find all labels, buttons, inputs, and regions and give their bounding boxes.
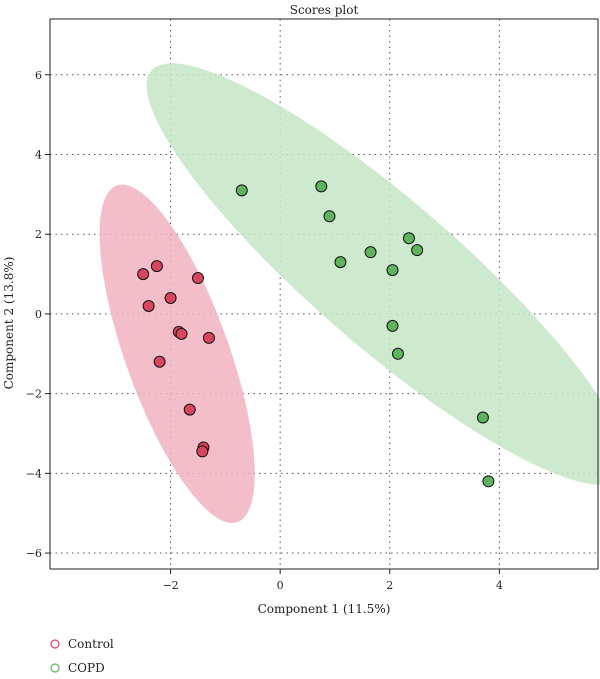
- x-tick-label: 4: [496, 579, 503, 592]
- point-control: [164, 291, 177, 304]
- chart-title: Scores plot: [290, 3, 359, 17]
- y-axis-ticks: −6 −4 −2 0 2 4 6: [26, 69, 50, 560]
- legend-label-copd: COPD: [68, 661, 105, 675]
- ellipse-copd: [146, 63, 600, 485]
- x-tick-label: 0: [277, 579, 284, 592]
- point-control: [137, 268, 150, 281]
- point-control: [150, 260, 163, 273]
- point-copd: [482, 475, 495, 488]
- point-control: [175, 327, 188, 340]
- legend-marker-copd: [50, 663, 60, 673]
- point-copd: [476, 411, 489, 424]
- point-copd: [391, 347, 404, 360]
- point-copd: [411, 244, 424, 257]
- x-tick-label: −2: [162, 579, 178, 592]
- point-copd: [402, 232, 415, 245]
- point-control: [153, 355, 166, 368]
- legend-label-control: Control: [68, 637, 114, 651]
- legend-marker-control: [50, 639, 60, 649]
- y-tick-label: 6: [35, 69, 42, 82]
- data-points: [137, 180, 495, 488]
- point-copd: [364, 246, 377, 259]
- point-copd: [315, 180, 328, 193]
- point-control: [196, 445, 209, 458]
- point-control: [183, 403, 196, 416]
- confidence-ellipses: [99, 63, 600, 523]
- x-axis-title: Component 1 (11.5%): [258, 602, 391, 616]
- point-control: [191, 272, 204, 285]
- point-copd: [235, 184, 248, 197]
- plot-area: [49, 18, 600, 570]
- point-control: [142, 299, 155, 312]
- y-tick-label: −4: [26, 467, 42, 480]
- ellipse-control: [99, 184, 255, 523]
- y-axis-title: Component 2 (13.8%): [2, 257, 16, 390]
- plot-frame: [49, 18, 599, 570]
- y-tick-label: −2: [26, 388, 42, 401]
- point-control: [202, 331, 215, 344]
- point-copd: [386, 264, 399, 277]
- x-tick-label: 2: [386, 579, 393, 592]
- y-tick-label: −6: [26, 547, 42, 560]
- point-copd: [334, 256, 347, 269]
- point-copd: [323, 210, 336, 223]
- x-axis-ticks: −2 0 2 4: [162, 569, 503, 592]
- y-tick-label: 2: [35, 228, 42, 241]
- y-tick-label: 4: [35, 149, 42, 162]
- legend: Control COPD: [50, 637, 114, 675]
- y-tick-label: 0: [35, 308, 42, 321]
- point-copd: [386, 319, 399, 332]
